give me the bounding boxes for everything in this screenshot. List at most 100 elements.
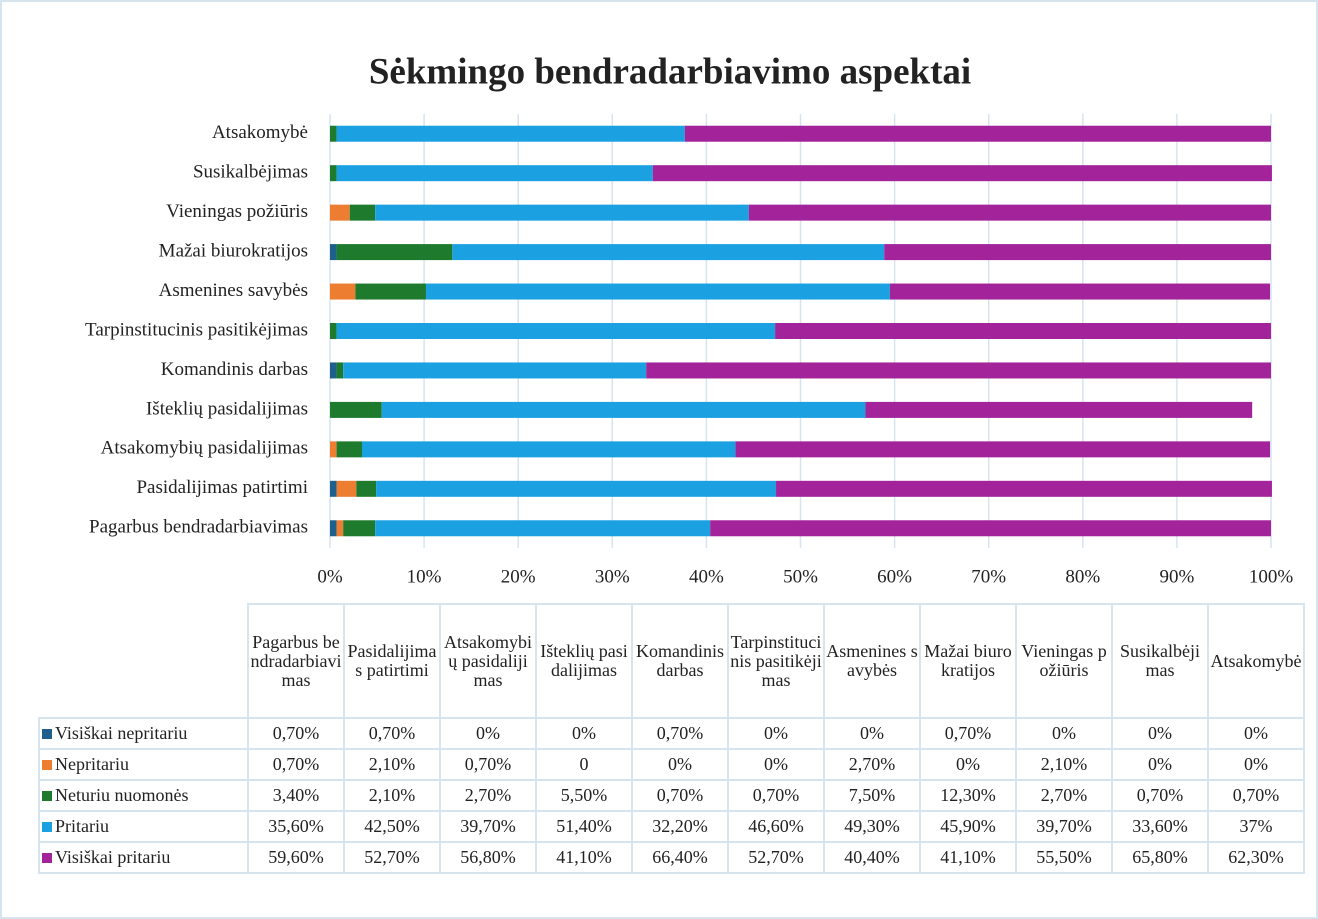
column-header: Asmenines savybės [823,603,921,719]
x-tick-label: 70% [971,566,1006,587]
x-tick-label: 40% [689,566,724,587]
value-cell: 52,70% [727,841,825,874]
legend-key [42,822,52,832]
column-header: Tarpinstitucinis pasitikėjimas [727,603,825,719]
data-row: Nepritariu 0,70% 2,10% 0,70% 0 0% 0% 2,70% 0% 2,1… [38,748,1305,781]
x-tick-label: 20% [501,566,536,587]
bar-segment [330,520,337,537]
value-cell: 7,50% [823,779,921,812]
value-cell: 2,70% [1015,779,1113,812]
bar-segment [336,244,453,261]
legend-cell: Visiškai pritariu [38,841,249,874]
data-row: Pritariu 35,60% 42,50% 39,70% 51,40% 32,20% 46… [38,810,1305,843]
value-cell: 0 [535,748,633,781]
blank-cell [39,604,248,718]
y-tick-label: Asmenines savybės [159,280,308,301]
bar-segment [336,125,685,142]
value-cell: 49,30% [823,810,921,843]
value-cell: 41,10% [919,841,1017,874]
value-cell: 0% [1207,717,1305,750]
y-tick-label: Atsakomybė [212,122,308,143]
value-cell: 39,70% [439,810,537,843]
value-cell: 59,60% [247,841,345,874]
legend-cell: Pritariu [38,810,249,843]
legend-label: Pritariu [55,816,109,836]
bar-segment [355,283,426,300]
bar-segment [735,441,1271,458]
bar-segment [865,401,1253,418]
value-cell: 40,40% [823,841,921,874]
value-cell: 33,60% [1111,810,1209,843]
column-header: Susikalbėjimas [1111,603,1209,719]
bar-segment [336,165,653,182]
bar-segment [748,204,1271,221]
value-cell: 0% [535,717,633,750]
bar-segment [336,480,357,497]
column-header: Vieningas požiūris [1015,603,1113,719]
bar-segment [336,323,776,339]
bar-segment [356,480,377,497]
column-header: Pasidalijimas patirtimi [343,603,441,719]
bar-segment [375,520,711,537]
bar-segment [330,441,337,458]
legend-key [42,853,52,863]
value-cell: 0,70% [439,748,537,781]
value-cell: 0% [1111,748,1209,781]
y-tick-label: Tarpinstitucinis pasitikėjimas [85,319,308,340]
x-tick-label: 30% [595,566,630,587]
bar-segment [710,520,1271,537]
bar-segment [376,480,777,497]
data-row: Visiškai nepritariu 0,70% 0,70% 0% 0% 0,70% 0%… [38,717,1305,750]
value-cell: 0% [1015,717,1113,750]
value-cell: 0% [631,748,729,781]
value-cell: 0,70% [919,717,1017,750]
value-cell: 0% [823,717,921,750]
data-row: Neturiu nuomonės 3,40% 2,10% 2,70% 5,50% 0,70… [38,779,1305,812]
value-cell: 62,30% [1207,841,1305,874]
y-tick-label: Mažai biurokratijos [159,240,308,261]
bar-segment [330,401,382,418]
x-tick-label: 90% [1159,566,1194,587]
y-tick-label: Vieningas požiūris [166,201,308,222]
value-cell: 0% [439,717,537,750]
bar-segment [646,362,1271,379]
value-cell: 32,20% [631,810,729,843]
bar-segment [343,520,376,537]
bar-segment [381,401,866,418]
value-cell: 0% [919,748,1017,781]
value-cell: 5,50% [535,779,633,812]
value-cell: 42,50% [343,810,441,843]
legend-cell: Visiškai nepritariu [38,717,249,750]
bar-segment [330,323,337,339]
bar-segment [776,480,1272,497]
value-cell: 66,40% [631,841,729,874]
value-cell: 37% [1207,810,1305,843]
y-tick-label: Atsakomybių pasidalijimas [101,438,308,459]
column-header: Atsakomybių pasidalijimas [439,603,537,719]
value-cell: 0,70% [343,717,441,750]
value-cell: 45,90% [919,810,1017,843]
legend-label: Visiškai nepritariu [55,723,188,743]
bar-segment [336,520,344,537]
data-table: Pagarbus bendradarbiavimas Pasidalijimas … [38,603,1305,874]
value-cell: 2,70% [439,779,537,812]
bar-segment [361,441,736,458]
value-cell: 41,10% [535,841,633,874]
bar-segment [330,125,337,142]
y-tick-label: Susikalbėjimas [193,162,308,183]
value-cell: 65,80% [1111,841,1209,874]
bar-segment [349,204,376,221]
bar-segment [330,283,356,300]
x-tick-label: 0% [317,566,343,587]
x-tick-label: 50% [783,566,818,587]
bar-segment [336,441,362,458]
bar-segment [330,204,350,221]
legend-key [42,729,52,739]
data-row: Visiškai pritariu 59,60% 52,70% 56,80% 41,10… [38,841,1305,874]
bar-segment [884,244,1271,261]
value-cell: 0,70% [1111,779,1209,812]
value-cell: 46,60% [727,810,825,843]
value-cell: 12,30% [919,779,1017,812]
bar-segment [336,362,344,379]
